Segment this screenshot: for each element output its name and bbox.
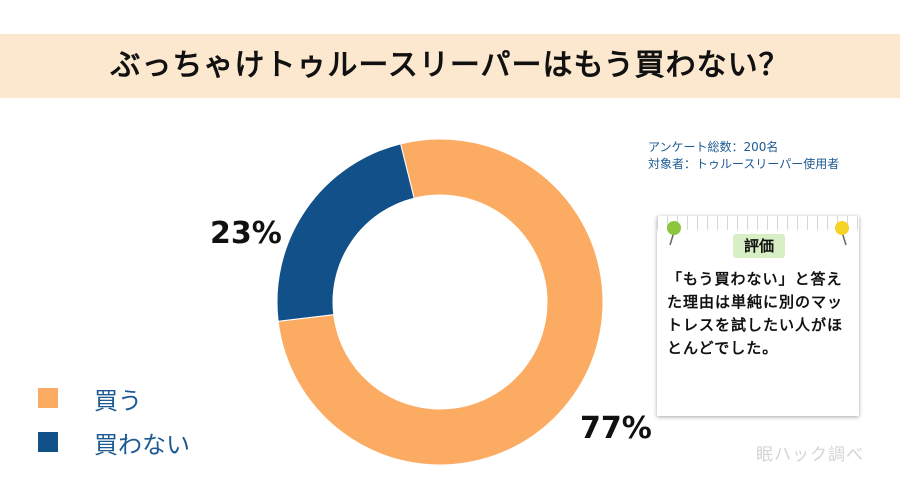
survey-info: アンケート総数：200名 対象者：トゥルースリーパー使用者 [648,139,839,173]
legend: 買う 買わない [38,376,190,464]
legend-swatch-buy [38,388,58,408]
survey-respondents: アンケート総数：200名 [648,140,779,154]
data-label-not-buy: 23% [210,216,282,251]
chart-title: ぶっちゃけトゥルースリーパーはもう買わない？ [110,48,790,83]
evaluation-note: 評価 「もう買わない」と答えた理由は単純に別のマットレスを試したい人がほとんどで… [657,216,859,416]
evaluation-text: 「もう買わない」と答えた理由は単純に別のマットレスを試したい人がほとんどでした。 [667,270,844,357]
legend-item-not-buy: 買わない [38,420,190,464]
legend-label-buy: 買う [94,386,142,415]
evaluation-badge: 評価 [733,234,785,258]
yellow-pushpin-icon [835,221,849,246]
legend-label-not-buy: 買わない [94,430,190,459]
donut-slice-not-buy [276,143,415,322]
data-label-buy: 77% [580,411,652,446]
source-watermark: 眠ハック調べ [756,445,864,465]
legend-swatch-not-buy [38,432,58,452]
legend-item-buy: 買う [38,376,190,420]
donut-slice-buy [277,138,604,466]
survey-target: 対象者：トゥルースリーパー使用者 [648,157,840,171]
green-pushpin-icon [667,221,681,246]
title-banner: ぶっちゃけトゥルースリーパーはもう買わない？ [0,34,900,98]
